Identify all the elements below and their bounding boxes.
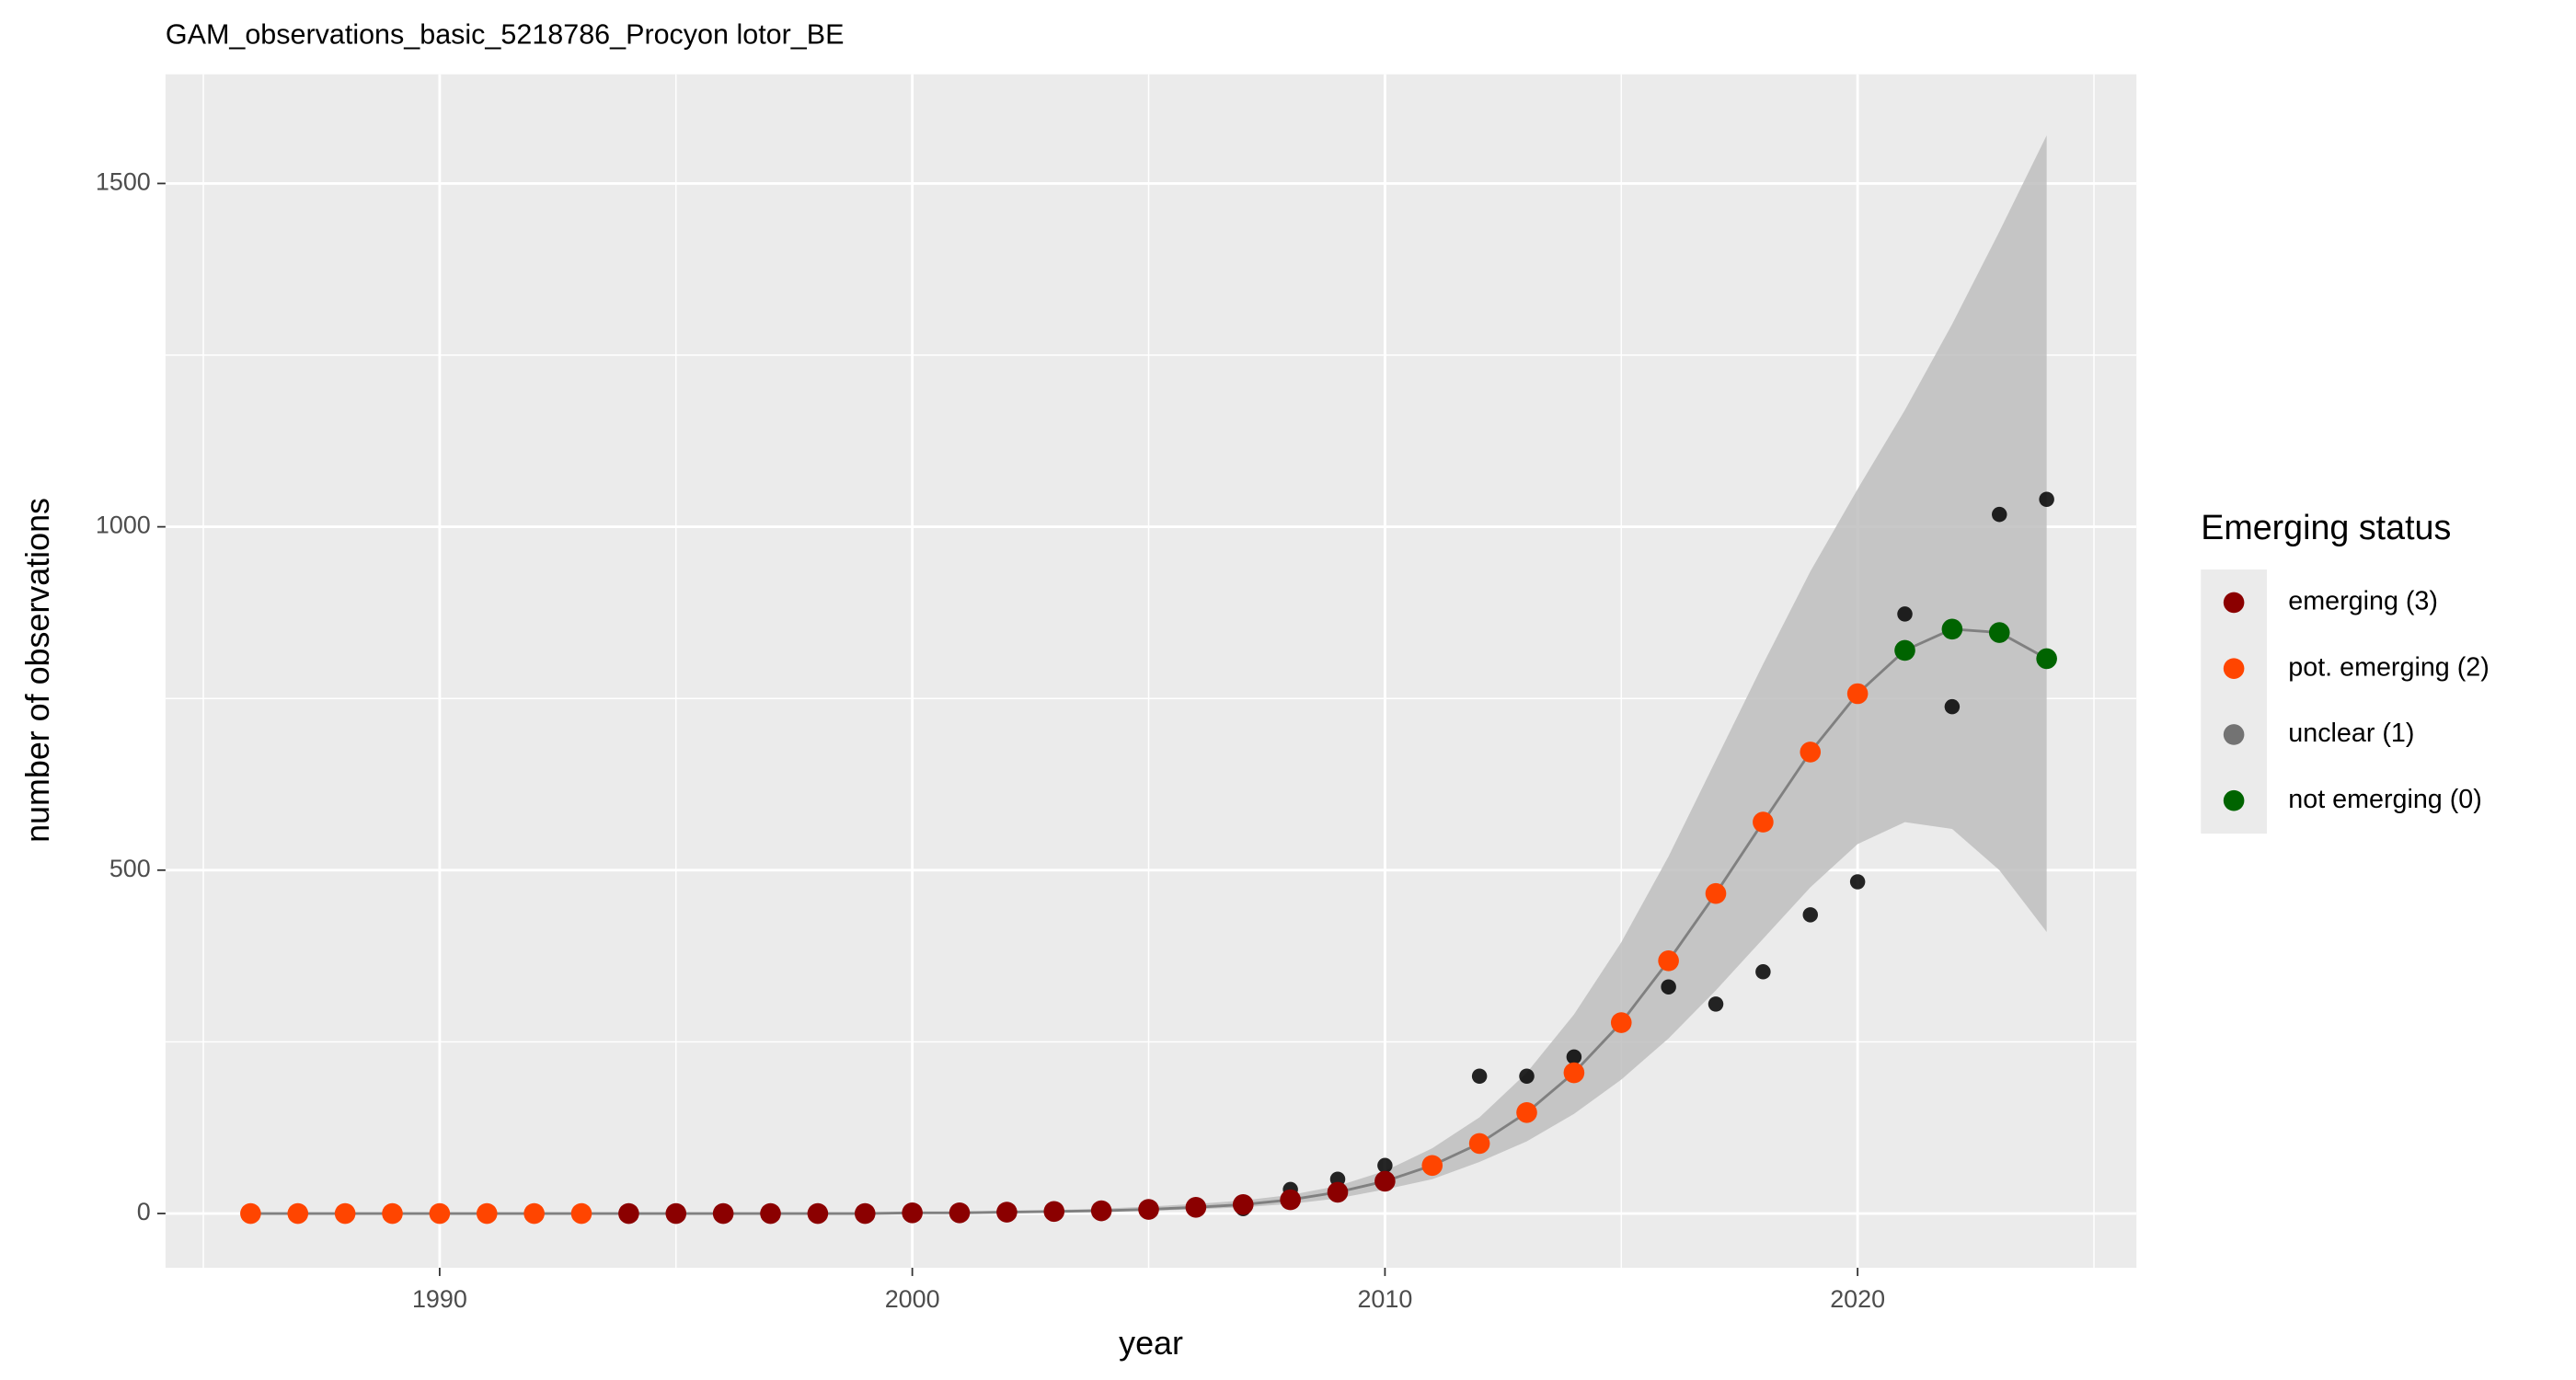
fit-point — [1138, 1199, 1159, 1220]
plot-layer — [165, 74, 2137, 1268]
fit-point — [902, 1202, 923, 1224]
fit-point — [240, 1202, 261, 1225]
fit-point — [854, 1202, 876, 1225]
fit-point — [1232, 1194, 1254, 1215]
fit-point — [1516, 1101, 1537, 1123]
fit-point — [996, 1202, 1018, 1223]
fit-point — [1374, 1170, 1396, 1192]
observation-point — [1849, 874, 1866, 890]
observation-point — [1897, 606, 1913, 622]
y-axis-label: number of observations — [19, 498, 56, 843]
observation-point — [1708, 996, 1724, 1012]
fit-point — [712, 1202, 734, 1225]
y-tick-label: 1500 — [96, 168, 151, 196]
fit-point — [1185, 1197, 1207, 1218]
legend-key — [2223, 658, 2245, 679]
fit-point — [1941, 618, 1963, 640]
observation-point — [1377, 1157, 1393, 1174]
fit-point — [1610, 1012, 1632, 1033]
fit-point — [382, 1202, 403, 1225]
x-axis-label: year — [1119, 1325, 1183, 1362]
legend-title: Emerging status — [2201, 508, 2451, 546]
fit-point — [1090, 1200, 1112, 1222]
observation-point — [1471, 1068, 1488, 1084]
fit-point — [429, 1202, 451, 1225]
fit-point — [523, 1202, 545, 1225]
fit-point — [334, 1202, 356, 1225]
observation-point — [1802, 907, 1819, 923]
fit-point — [1705, 882, 1727, 904]
fit-point — [1753, 811, 1774, 833]
fit-point — [1468, 1133, 1490, 1155]
observation-point — [1519, 1068, 1535, 1084]
observation-point — [1944, 698, 1961, 715]
fit-point — [570, 1202, 592, 1225]
fit-point — [1563, 1062, 1585, 1084]
legend-label: unclear (1) — [2288, 719, 2414, 748]
fit-point — [949, 1202, 971, 1224]
x-tick-label: 2000 — [885, 1285, 940, 1313]
observation-point — [1566, 1049, 1582, 1065]
fit-point — [1846, 683, 1869, 705]
fit-point — [1327, 1181, 1349, 1203]
observation-point — [1992, 506, 2007, 523]
y-tick-label: 500 — [109, 855, 151, 882]
observation-point — [1755, 964, 1771, 980]
chart-title: GAM_observations_basic_5218786_Procyon l… — [166, 19, 845, 51]
y-tick-label: 1000 — [96, 512, 151, 539]
x-tick-label: 1990 — [412, 1285, 467, 1313]
fit-point — [760, 1202, 781, 1225]
fit-point — [1988, 622, 2010, 643]
fit-point — [1043, 1201, 1065, 1223]
x-tick-label: 2010 — [1357, 1285, 1412, 1313]
fit-point — [287, 1202, 309, 1225]
fit-point — [476, 1202, 498, 1225]
fit-point — [1800, 742, 1822, 763]
y-tick-label: 0 — [137, 1198, 151, 1225]
fit-point — [1894, 639, 1915, 661]
legend-label: not emerging (0) — [2288, 785, 2481, 814]
x-tick-label: 2020 — [1830, 1285, 1885, 1313]
observation-point — [1661, 979, 1676, 995]
observation-point — [2039, 491, 2054, 508]
fit-point — [1280, 1189, 1301, 1211]
fit-point — [1658, 950, 1679, 972]
legend-label: pot. emerging (2) — [2288, 652, 2489, 682]
legend-key — [2223, 724, 2245, 745]
fit-point — [807, 1202, 829, 1225]
fit-point — [2036, 648, 2057, 670]
legend-label: emerging (3) — [2288, 586, 2438, 615]
legend-key-bg — [2201, 569, 2267, 834]
legend-key — [2223, 789, 2245, 811]
fit-point — [665, 1202, 687, 1225]
fit-point — [618, 1202, 639, 1225]
fit-point — [1421, 1155, 1443, 1177]
legend-key — [2223, 592, 2245, 614]
